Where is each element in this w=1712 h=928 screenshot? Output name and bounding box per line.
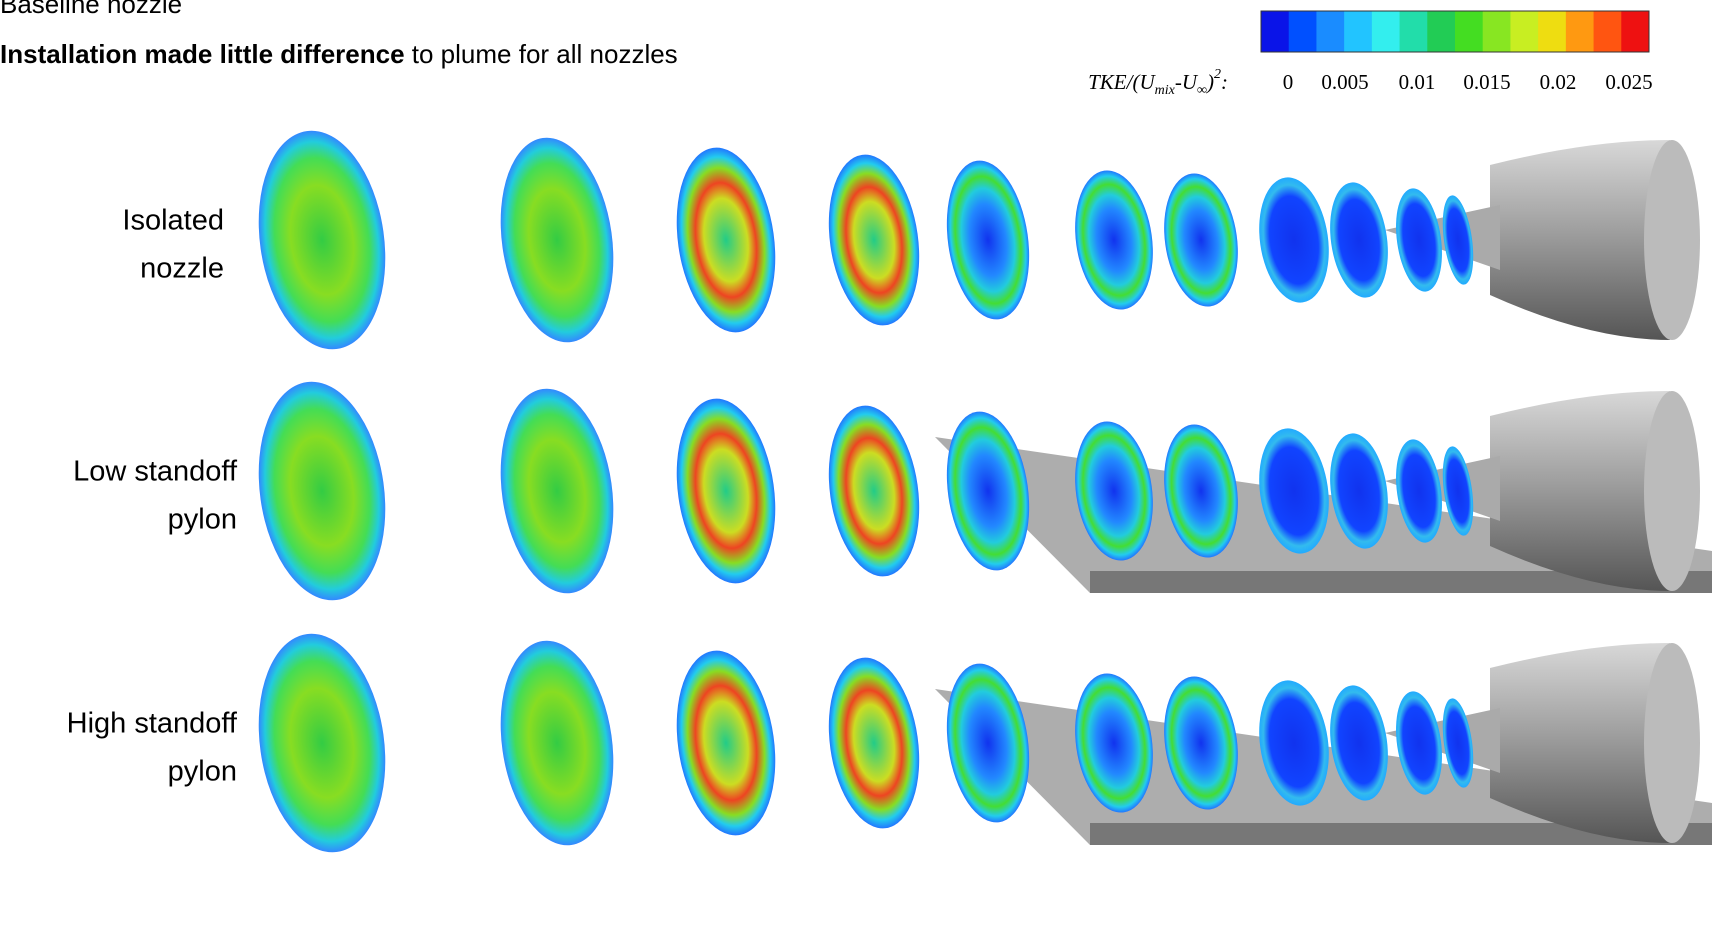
plume-slice (937, 155, 1038, 325)
row: Low standoff pylon (73, 373, 1712, 608)
nozzle-lip (1644, 643, 1700, 843)
nozzle-lip (1644, 140, 1700, 340)
page: {"header": {"title": "Baseline nozzle", … (0, 0, 1712, 923)
subtitle-bold: Installation made little difference (0, 39, 405, 69)
row-label: pylon (168, 756, 237, 788)
plume-slice (245, 122, 398, 357)
row: Isolated nozzle (122, 122, 1700, 357)
plume-slice (666, 644, 787, 842)
row-label: High standoff (67, 708, 238, 740)
colorbar-swatch (1289, 11, 1317, 52)
plume-slice (1067, 165, 1162, 314)
colorbar-tick-label: 0.01 (1399, 70, 1436, 94)
colorbar-swatch (1400, 11, 1428, 52)
plume-slice (666, 392, 787, 590)
row: High standoff pylon (67, 625, 1712, 860)
label-sup: 2 (1214, 67, 1221, 82)
colorbar-swatch (1427, 11, 1455, 52)
label-sub: mix (1155, 83, 1176, 98)
plume-slice (1323, 179, 1395, 302)
label-part: TKE/(U (1088, 70, 1156, 94)
label-part: ) (1206, 70, 1214, 94)
colorbar-swatch (1483, 11, 1511, 52)
slide-subtitle: Installation made little difference to p… (0, 39, 678, 69)
label-sub: ∞ (1197, 83, 1207, 98)
plume-slice (666, 141, 787, 339)
plume-slice (818, 149, 929, 332)
colorbar-tick-label: 0.02 (1540, 70, 1577, 94)
plume-slice (937, 658, 1038, 828)
colorbar-tick-label: 0 (1283, 70, 1294, 94)
subtitle-rest: to plume for all nozzles (405, 39, 678, 69)
nozzle (1490, 140, 1670, 340)
colorbar-swatch (1538, 11, 1566, 52)
plume-slice (488, 633, 626, 852)
row-label: pylon (168, 504, 237, 536)
label-part: : (1221, 70, 1228, 94)
plume-slice (1438, 193, 1478, 286)
label-part: -U (1175, 70, 1199, 94)
plume-slice (1156, 169, 1246, 312)
plume-slice (937, 406, 1038, 576)
plume-slice (245, 625, 398, 860)
colorbar-tick-label: 0.025 (1605, 70, 1652, 94)
colorbar-swatch (1455, 11, 1483, 52)
plume-slice (245, 373, 398, 608)
row-label: nozzle (140, 253, 224, 285)
colorbar-swatch (1566, 11, 1594, 52)
slide-title: Baseline nozzle (0, 0, 182, 19)
colorbar-swatch (1510, 11, 1538, 52)
plume-slice (1252, 173, 1337, 307)
colorbar-swatch (1316, 11, 1344, 52)
plume-slice (488, 130, 626, 349)
plume-slice (1390, 185, 1448, 294)
colorbar-tick-label: 0.015 (1463, 70, 1510, 94)
colorbar-swatch (1621, 11, 1649, 52)
colorbar-swatch (1372, 11, 1400, 52)
plume-slice (488, 381, 626, 600)
colorbar-swatch (1594, 11, 1622, 52)
plume-slice (818, 400, 929, 583)
colorbar-swatch (1261, 11, 1289, 52)
colorbar-swatch (1344, 11, 1372, 52)
slide: Baseline nozzle Installation made little… (0, 0, 1712, 923)
colorbar-label: TKE/(Umix-U∞)2: (1088, 67, 1228, 98)
row-label: Low standoff (73, 456, 238, 488)
plume-slice (818, 652, 929, 835)
colorbar-tick-label: 0.005 (1321, 70, 1368, 94)
nozzle-lip (1644, 391, 1700, 591)
row-label: Isolated (122, 205, 224, 237)
